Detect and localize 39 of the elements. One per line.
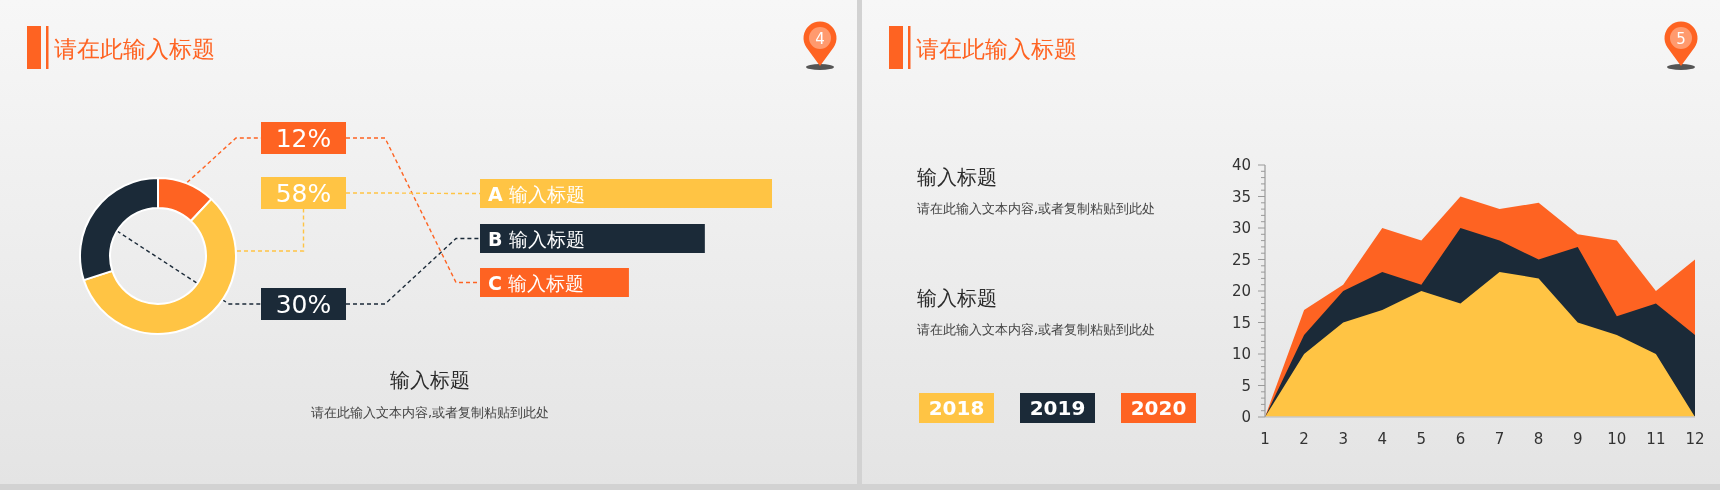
text: 请在此输入文本内容,或者复制粘贴到此处	[917, 201, 1156, 216]
legend: 2018 2019 2020	[919, 393, 1196, 423]
text: 5	[1676, 29, 1686, 48]
y-tick-label: 15	[1231, 313, 1251, 332]
data-label: 30%	[275, 290, 332, 319]
slide-title: 请在此输入标题	[27, 26, 215, 69]
x-tick-label: 5	[1416, 430, 1427, 448]
slide-title: 请在此输入标题	[889, 26, 1077, 69]
x-tick-label: 2	[1299, 430, 1309, 448]
chart-title: 请在此输入标题	[54, 36, 215, 62]
y-tick-label: A 输入标题	[488, 182, 585, 205]
x-tick-label: 12	[1685, 430, 1705, 448]
x-tick-label: 11	[1646, 430, 1666, 448]
text: 请在此输入文本内容,或者复制粘贴到此处	[917, 322, 1156, 337]
y-tick-label: 20	[1231, 282, 1251, 300]
text: 请在此输入文本内容,或者复制粘贴到此处	[310, 405, 550, 420]
x-tick-label: 3	[1338, 430, 1348, 448]
x-tick-label: 9	[1572, 430, 1583, 448]
x-tick-label: 10	[1607, 430, 1627, 448]
y-tick-label: B 输入标题	[488, 227, 585, 250]
y-tick-label: 35	[1231, 187, 1251, 206]
x-tick-label: 6	[1455, 430, 1466, 448]
text: 4	[815, 29, 825, 48]
y-tick-label: 30	[1231, 219, 1251, 237]
x-tick-label: 7	[1494, 430, 1505, 448]
y-tick-label: C 输入标题	[488, 271, 584, 294]
text: 输入标题	[917, 165, 997, 189]
y-tick-label: 0	[1241, 408, 1251, 426]
x-tick-label: 8	[1533, 430, 1544, 448]
y-tick-label: 10	[1231, 345, 1251, 363]
x-tick-label: 4	[1377, 430, 1388, 448]
text: 输入标题	[917, 286, 997, 310]
data-label: 58%	[275, 179, 332, 208]
y-tick-label: 5	[1241, 376, 1251, 395]
y-tick-label: 25	[1231, 250, 1251, 269]
y-tick-label: 40	[1231, 156, 1251, 174]
x-tick-label: 1	[1260, 430, 1270, 448]
text: 输入标题	[390, 368, 470, 392]
data-label: 12%	[275, 124, 332, 153]
